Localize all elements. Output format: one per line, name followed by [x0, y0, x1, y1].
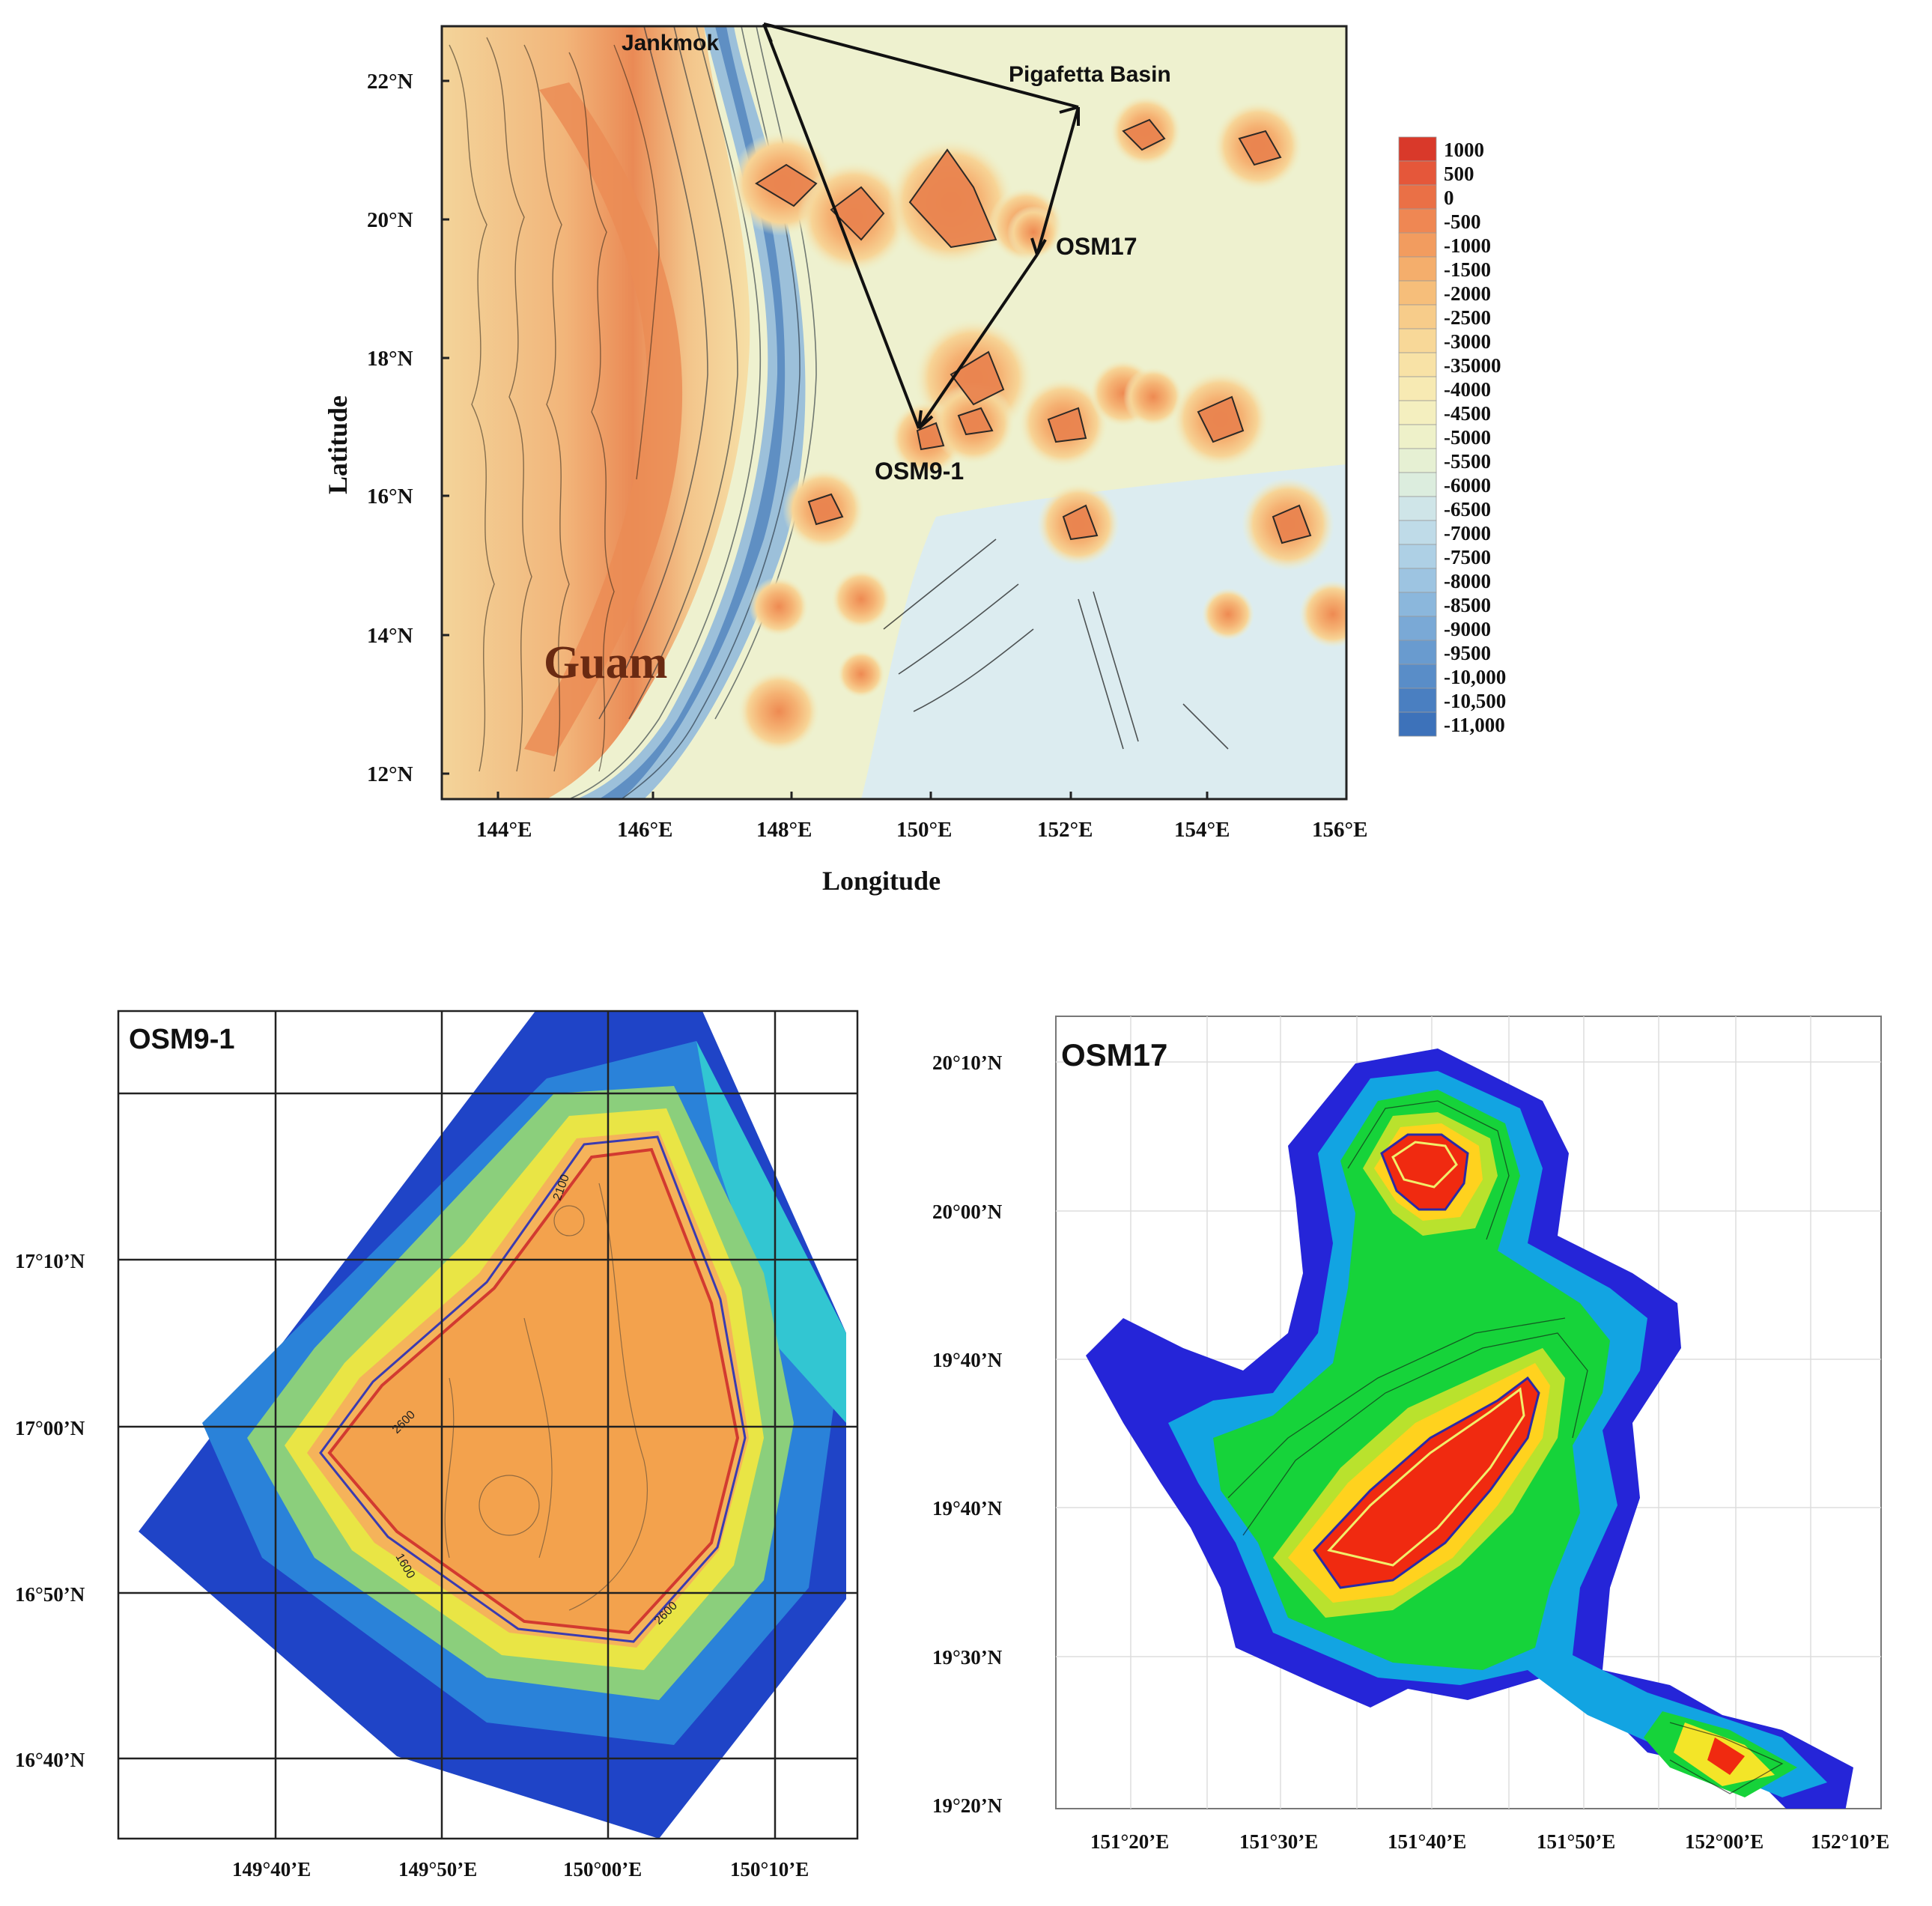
- legend-label: -7500: [1444, 546, 1491, 568]
- legend-label: -4000: [1444, 378, 1491, 401]
- lat-tick-label: 14°N: [367, 624, 413, 648]
- lat-tick-label: 17°00’N: [15, 1417, 85, 1439]
- lon-tick-label: 150°00’E: [563, 1858, 642, 1881]
- lon-tick-label: 144°E: [476, 818, 532, 842]
- lon-tick-label: 149°40’E: [232, 1858, 311, 1881]
- legend-label: -4500: [1444, 402, 1491, 425]
- lon-tick-label: 151°40’E: [1388, 1830, 1466, 1853]
- osm17-detail-map: OSM17 20°10’N 20°00’N 19°40’N 19°40’N 19…: [932, 1016, 1889, 1853]
- legend-label: 500: [1444, 163, 1474, 185]
- lon-tick-label: 148°E: [756, 818, 812, 842]
- lat-tick-label: 19°30’N: [932, 1646, 1003, 1669]
- panel-title-osm9-1: OSM9-1: [129, 1024, 234, 1055]
- legend-swatch: [1398, 280, 1437, 306]
- legend-swatch: [1398, 328, 1437, 353]
- legend-swatch: [1398, 208, 1437, 234]
- lon-tick-label: 150°10’E: [730, 1858, 809, 1881]
- legend-label: -10,500: [1444, 690, 1506, 712]
- legend-label: -9000: [1444, 618, 1491, 640]
- legend-swatch: [1398, 136, 1437, 162]
- lat-tick-label: 19°20’N: [932, 1794, 1003, 1817]
- lon-tick-label: 154°E: [1174, 818, 1230, 842]
- legend-swatch: [1398, 448, 1437, 473]
- legend-label: -8000: [1444, 570, 1491, 592]
- lon-tick-label: 151°50’E: [1537, 1830, 1615, 1853]
- legend-label: -8500: [1444, 594, 1491, 616]
- legend-swatch: [1398, 352, 1437, 377]
- legend-label: -2000: [1444, 282, 1491, 305]
- place-label-pigafetta-basin: Pigafetta Basin: [1009, 62, 1171, 87]
- lon-tick-label: 156°E: [1312, 818, 1367, 842]
- lon-tick-label: 150°E: [896, 818, 952, 842]
- map-surface: [442, 26, 1346, 799]
- lat-tick-label: 17°10’N: [15, 1250, 85, 1272]
- legend-label: -500: [1444, 210, 1481, 233]
- lat-tick-label: 16°40’N: [15, 1749, 85, 1771]
- lon-tick-label: 152°E: [1037, 818, 1093, 842]
- place-label-osm17: OSM17: [1056, 233, 1137, 260]
- route-arrows: [762, 22, 1080, 430]
- legend-label: -2500: [1444, 306, 1491, 329]
- regional-bathymetry-map: Guam Jankmok Pigafetta Basin OSM17 OSM9-…: [323, 22, 1506, 896]
- legend-label: 1000: [1444, 139, 1484, 161]
- legend-swatch: [1398, 616, 1437, 641]
- legend-label: -1000: [1444, 234, 1491, 257]
- place-label-osm9-1: OSM9-1: [875, 458, 964, 485]
- lon-tick-label: 152°00’E: [1685, 1830, 1764, 1853]
- legend-swatch: [1398, 424, 1437, 449]
- lat-tick-label: 16°N: [367, 485, 413, 509]
- legend-swatch: [1398, 184, 1437, 210]
- lon-tick-label: 151°30’E: [1239, 1830, 1318, 1853]
- legend-label: -5500: [1444, 450, 1491, 473]
- legend-label: -6000: [1444, 474, 1491, 497]
- legend-label: -3000: [1444, 330, 1491, 353]
- legend-label: -9500: [1444, 642, 1491, 664]
- legend-swatch: [1398, 592, 1437, 617]
- legend-swatch: [1398, 400, 1437, 425]
- lon-tick-label: 146°E: [617, 818, 672, 842]
- lat-tick-label: 20°10’N: [932, 1051, 1003, 1074]
- place-label-guam: Guam: [544, 637, 667, 688]
- panel-title-osm17: OSM17: [1061, 1037, 1167, 1072]
- legend-swatch: [1398, 640, 1437, 665]
- lon-tick-label: 149°50’E: [398, 1858, 477, 1881]
- legend-label: -35000: [1444, 354, 1501, 377]
- lat-tick-label: 18°N: [367, 347, 413, 371]
- legend-label: -7000: [1444, 522, 1491, 544]
- lon-tick-label: 152°10’E: [1811, 1830, 1889, 1853]
- legend-swatch: [1398, 711, 1437, 737]
- lat-tick-label: 20°N: [367, 208, 413, 232]
- legend-label: -10,000: [1444, 666, 1506, 688]
- lon-tick-label: 151°20’E: [1090, 1830, 1169, 1853]
- legend-swatch: [1398, 664, 1437, 689]
- legend-swatch: [1398, 568, 1437, 593]
- legend-swatch: [1398, 160, 1437, 186]
- x-axis-label: Longitude: [822, 866, 941, 896]
- legend-label: -1500: [1444, 258, 1491, 281]
- osm9-1-detail-map: OSM9-1 2100 2600 1600 2600 17°10’N 17°00…: [15, 1010, 859, 1881]
- y-axis-label: Latitude: [323, 395, 353, 494]
- legend-swatch: [1398, 520, 1437, 545]
- legend-swatch: [1398, 232, 1437, 258]
- lat-tick-label: 20°00’N: [932, 1201, 1003, 1223]
- legend-label: 0: [1444, 186, 1454, 209]
- lat-tick-label: 12°N: [367, 762, 413, 786]
- legend-swatch: [1398, 472, 1437, 497]
- legend-swatch: [1398, 256, 1437, 282]
- legend-swatch: [1398, 304, 1437, 330]
- place-label-jankmok: Jankmok: [622, 31, 719, 55]
- legend-label: -11,000: [1444, 714, 1505, 736]
- lat-tick-label: 22°N: [367, 70, 413, 94]
- legend-label: -6500: [1444, 498, 1491, 520]
- legend-swatch: [1398, 688, 1437, 713]
- depth-legend: 10005000-500-1000-1500-2000-2500-3000-35…: [1398, 136, 1506, 737]
- lat-tick-label: 19°40’N: [932, 1349, 1003, 1371]
- legend-swatch: [1398, 544, 1437, 569]
- lat-tick-label: 16°50’N: [15, 1583, 85, 1606]
- lat-tick-label: 19°40’N: [932, 1497, 1003, 1520]
- legend-label: -5000: [1444, 426, 1491, 449]
- legend-swatch: [1398, 376, 1437, 401]
- legend-swatch: [1398, 496, 1437, 521]
